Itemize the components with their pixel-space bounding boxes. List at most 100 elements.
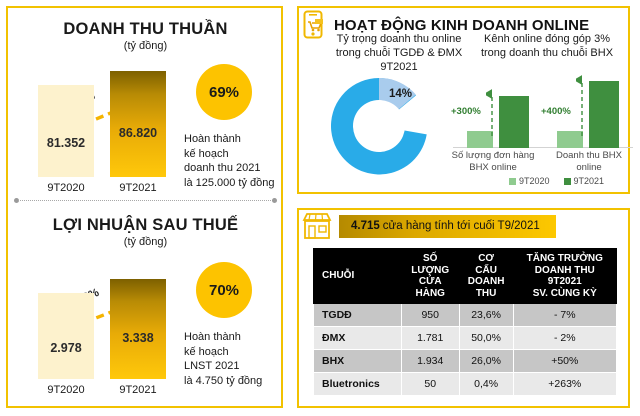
cell-share: 50,0%: [458, 326, 514, 350]
revenue-note-line-4: là 125.000 tỷ đồng: [184, 176, 275, 189]
divider-dot-left: [14, 198, 19, 203]
th-stores-line-2: LƯỢNG: [411, 264, 450, 276]
th-chain-line-1: CHUỖI: [322, 270, 355, 282]
orders-growth-arrow: [486, 89, 493, 136]
revenue-growth-label-green: +400%: [541, 106, 571, 117]
th-stores: SỐ LƯỢNG CỬA HÀNG: [400, 248, 460, 304]
th-share-line-4: THU: [475, 287, 497, 299]
store-count-text: cửa hàng tính tới cuối T9/2021: [382, 220, 540, 232]
revenue-growth-arrow-green: [576, 75, 583, 136]
donut-caption: Tỷ trọng doanh thu online trong chuỗi TG…: [309, 32, 489, 74]
cell-chain: BHX: [313, 349, 402, 373]
profit-note-line-2: kế hoạch: [184, 345, 229, 358]
cell-stores: 950: [400, 303, 460, 327]
panel-divider: [14, 198, 277, 203]
th-stores-line-3: CỬA: [418, 276, 442, 287]
profit-bar-2021: 3.338 9T2021: [110, 246, 166, 396]
bar-2021-revenue: [589, 81, 619, 148]
table-row: BHX 1.934 26,0% +50%: [313, 349, 618, 373]
green-bar-caption-revenue: Doanh thu BHX online: [547, 150, 631, 174]
online-panel-title: HOẠT ĐỘNG KINH DOANH ONLINE: [334, 16, 590, 34]
legend-label-2020: 9T2020: [519, 176, 550, 186]
green-caption-line-2: trong doanh thu chuỗi BHX: [480, 47, 614, 59]
th-share-line-1: CƠ: [478, 253, 494, 264]
th-growth-line-3: 9T2021: [547, 276, 582, 287]
online-share-donut: 14%: [327, 74, 431, 183]
cell-chain: TGDĐ: [313, 303, 402, 327]
revenue-bar-2020-label: 9T2020: [47, 182, 85, 194]
table-row: Bluetronics 50 0,4% +263%: [313, 372, 618, 396]
legend-item-2020: 9T2020: [509, 176, 550, 186]
profit-subtitle: (tỷ đồng): [123, 236, 168, 248]
store-count-value: 4.715: [351, 220, 380, 232]
store-count-banner: 4.715 cửa hàng tính tới cuối T9/2021: [301, 212, 556, 240]
revenue-target-badge: 69%: [196, 64, 252, 120]
divider-dot-right: [272, 198, 277, 203]
chains-table: CHUỖI SỐ LƯỢNG CỬA HÀNG CƠ CẤU DOANH THU: [313, 248, 618, 396]
phone-cart-icon: [303, 10, 323, 39]
profit-bar-2020: 2.978 9T2020: [38, 246, 94, 396]
cell-growth: +263%: [512, 372, 618, 396]
th-stores-line-1: SỐ: [423, 253, 438, 264]
th-growth: TĂNG TRƯỞNG DOANH THU 9T2021 SV. CÙNG KỲ: [512, 248, 618, 304]
left-column: DOANH THU THUẦN (tỷ đồng) +7% 81.3: [0, 0, 291, 416]
revenue-bar-chart: +7% 81.352 9T2020 86.820 9T2021 69%: [0, 46, 291, 196]
donut-caption-line-1: Tỷ trọng doanh thu online: [336, 33, 462, 45]
th-share-line-2: CẤU: [475, 264, 497, 276]
donut-caption-line-3: 9T2021: [380, 61, 418, 73]
legend-label-2021: 9T2021: [573, 176, 605, 186]
revenue-cap-line-1: Doanh thu BHX online: [555, 150, 622, 173]
cell-growth: +50%: [512, 349, 618, 373]
th-chain: CHUỖI: [313, 248, 402, 304]
legend-swatch-2020: [509, 177, 516, 185]
cell-chain: Bluetronics: [313, 372, 402, 396]
profit-note-line-1: Hoàn thành: [184, 331, 241, 343]
profit-target-note: Hoàn thành kế hoạch LNST 2021 là 4.750 t…: [184, 330, 289, 388]
revenue-bar-2021-rect: 86.820: [110, 71, 166, 177]
legend-swatch-2021: [563, 177, 571, 185]
store-count-pill: 4.715 cửa hàng tính tới cuối T9/2021: [339, 214, 556, 238]
green-bar-caption-orders: Số lượng đơn hàng BHX online: [445, 150, 541, 174]
profit-note-line-3: LNST 2021: [184, 360, 240, 372]
revenue-bar-2021-label: 9T2021: [119, 182, 157, 194]
cell-growth: - 7%: [512, 303, 618, 327]
donut-caption-line-2: trong chuỗi TGDĐ & ĐMX: [335, 47, 463, 59]
profit-bar-chart: +12% 2.978 9T2020 3.338 9T2021 70% Hoàn …: [0, 246, 291, 398]
bar-2020-orders: [467, 131, 493, 148]
revenue-subtitle: (tỷ đồng): [123, 40, 168, 52]
storefront-icon: [302, 213, 332, 239]
profit-panel: LỢI NHUẬN SAU THUẾ (tỷ đồng) +12% 2.978: [0, 210, 291, 406]
revenue-bar-2020-rect: 81.352: [38, 85, 94, 177]
profit-bar-2021-label: 9T2021: [119, 384, 157, 396]
table-header-row: CHUỖI SỐ LƯỢNG CỬA HÀNG CƠ CẤU DOANH THU: [313, 248, 618, 304]
green-bars-caption: Kênh online đóng góp 3% trong doanh thu …: [459, 32, 635, 60]
th-growth-line-2: DOANH THU: [534, 264, 595, 276]
revenue-target-note: Hoàn thành kế hoạch doanh thu 2021 là 12…: [184, 132, 289, 190]
table-row: TGDĐ 950 23,6% - 7%: [313, 303, 618, 327]
green-chart-baseline: [453, 147, 633, 148]
revenue-panel: DOANH THU THUẦN (tỷ đồng) +7% 81.3: [0, 6, 291, 198]
online-panel: HOẠT ĐỘNG KINH DOANH ONLINE Tỷ trọng doa…: [291, 0, 640, 200]
cell-stores: 50: [400, 372, 460, 396]
profit-title: LỢI NHUẬN SAU THUẾ: [52, 216, 239, 234]
donut-hole: [353, 100, 405, 152]
profit-bar-2020-rect: 2.978: [38, 293, 94, 379]
green-caption-line-1: Kênh online đóng góp 3%: [484, 33, 610, 45]
online-header: HOẠT ĐỘNG KINH DOANH ONLINE: [303, 10, 589, 40]
profit-target-badge: 70%: [196, 262, 252, 318]
revenue-bar-2021: 86.820 9T2021: [110, 46, 166, 194]
bar-2021-orders: [499, 96, 529, 148]
chains-table-head: CHUỖI SỐ LƯỢNG CỬA HÀNG CƠ CẤU DOANH THU: [313, 248, 618, 304]
th-share-line-3: DOANH: [467, 276, 505, 287]
th-growth-line-4: SV. CÙNG KỲ: [532, 287, 597, 299]
revenue-bar-2021-value: 86.820: [118, 126, 158, 140]
donut-chart-svg: [331, 77, 427, 175]
th-stores-line-4: HÀNG: [415, 287, 445, 299]
table-row: ĐMX 1.781 50,0% - 2%: [313, 326, 618, 350]
cell-stores: 1.934: [400, 349, 460, 373]
revenue-note-line-3: doanh thu 2021: [184, 162, 261, 174]
revenue-note-line-1: Hoàn thành: [184, 133, 241, 145]
divider-line: [18, 200, 273, 201]
cell-share: 26,0%: [458, 349, 514, 373]
